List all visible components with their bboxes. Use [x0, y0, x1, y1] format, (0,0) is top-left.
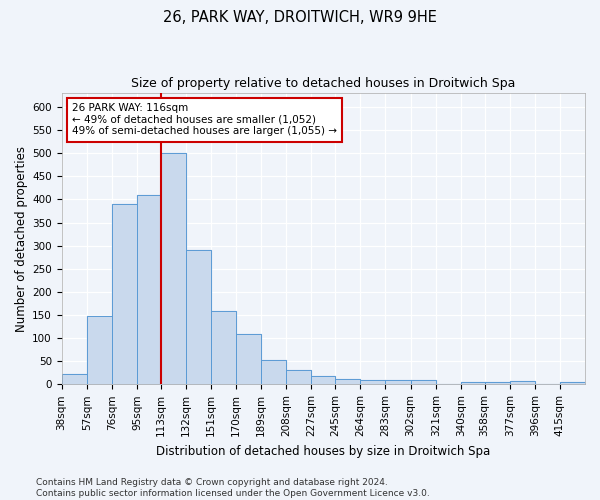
Text: 26, PARK WAY, DROITWICH, WR9 9HE: 26, PARK WAY, DROITWICH, WR9 9HE [163, 10, 437, 25]
Title: Size of property relative to detached houses in Droitwich Spa: Size of property relative to detached ho… [131, 78, 515, 90]
Text: 26 PARK WAY: 116sqm
← 49% of detached houses are smaller (1,052)
49% of semi-det: 26 PARK WAY: 116sqm ← 49% of detached ho… [72, 103, 337, 136]
X-axis label: Distribution of detached houses by size in Droitwich Spa: Distribution of detached houses by size … [156, 444, 490, 458]
Text: Contains HM Land Registry data © Crown copyright and database right 2024.
Contai: Contains HM Land Registry data © Crown c… [36, 478, 430, 498]
Y-axis label: Number of detached properties: Number of detached properties [15, 146, 28, 332]
